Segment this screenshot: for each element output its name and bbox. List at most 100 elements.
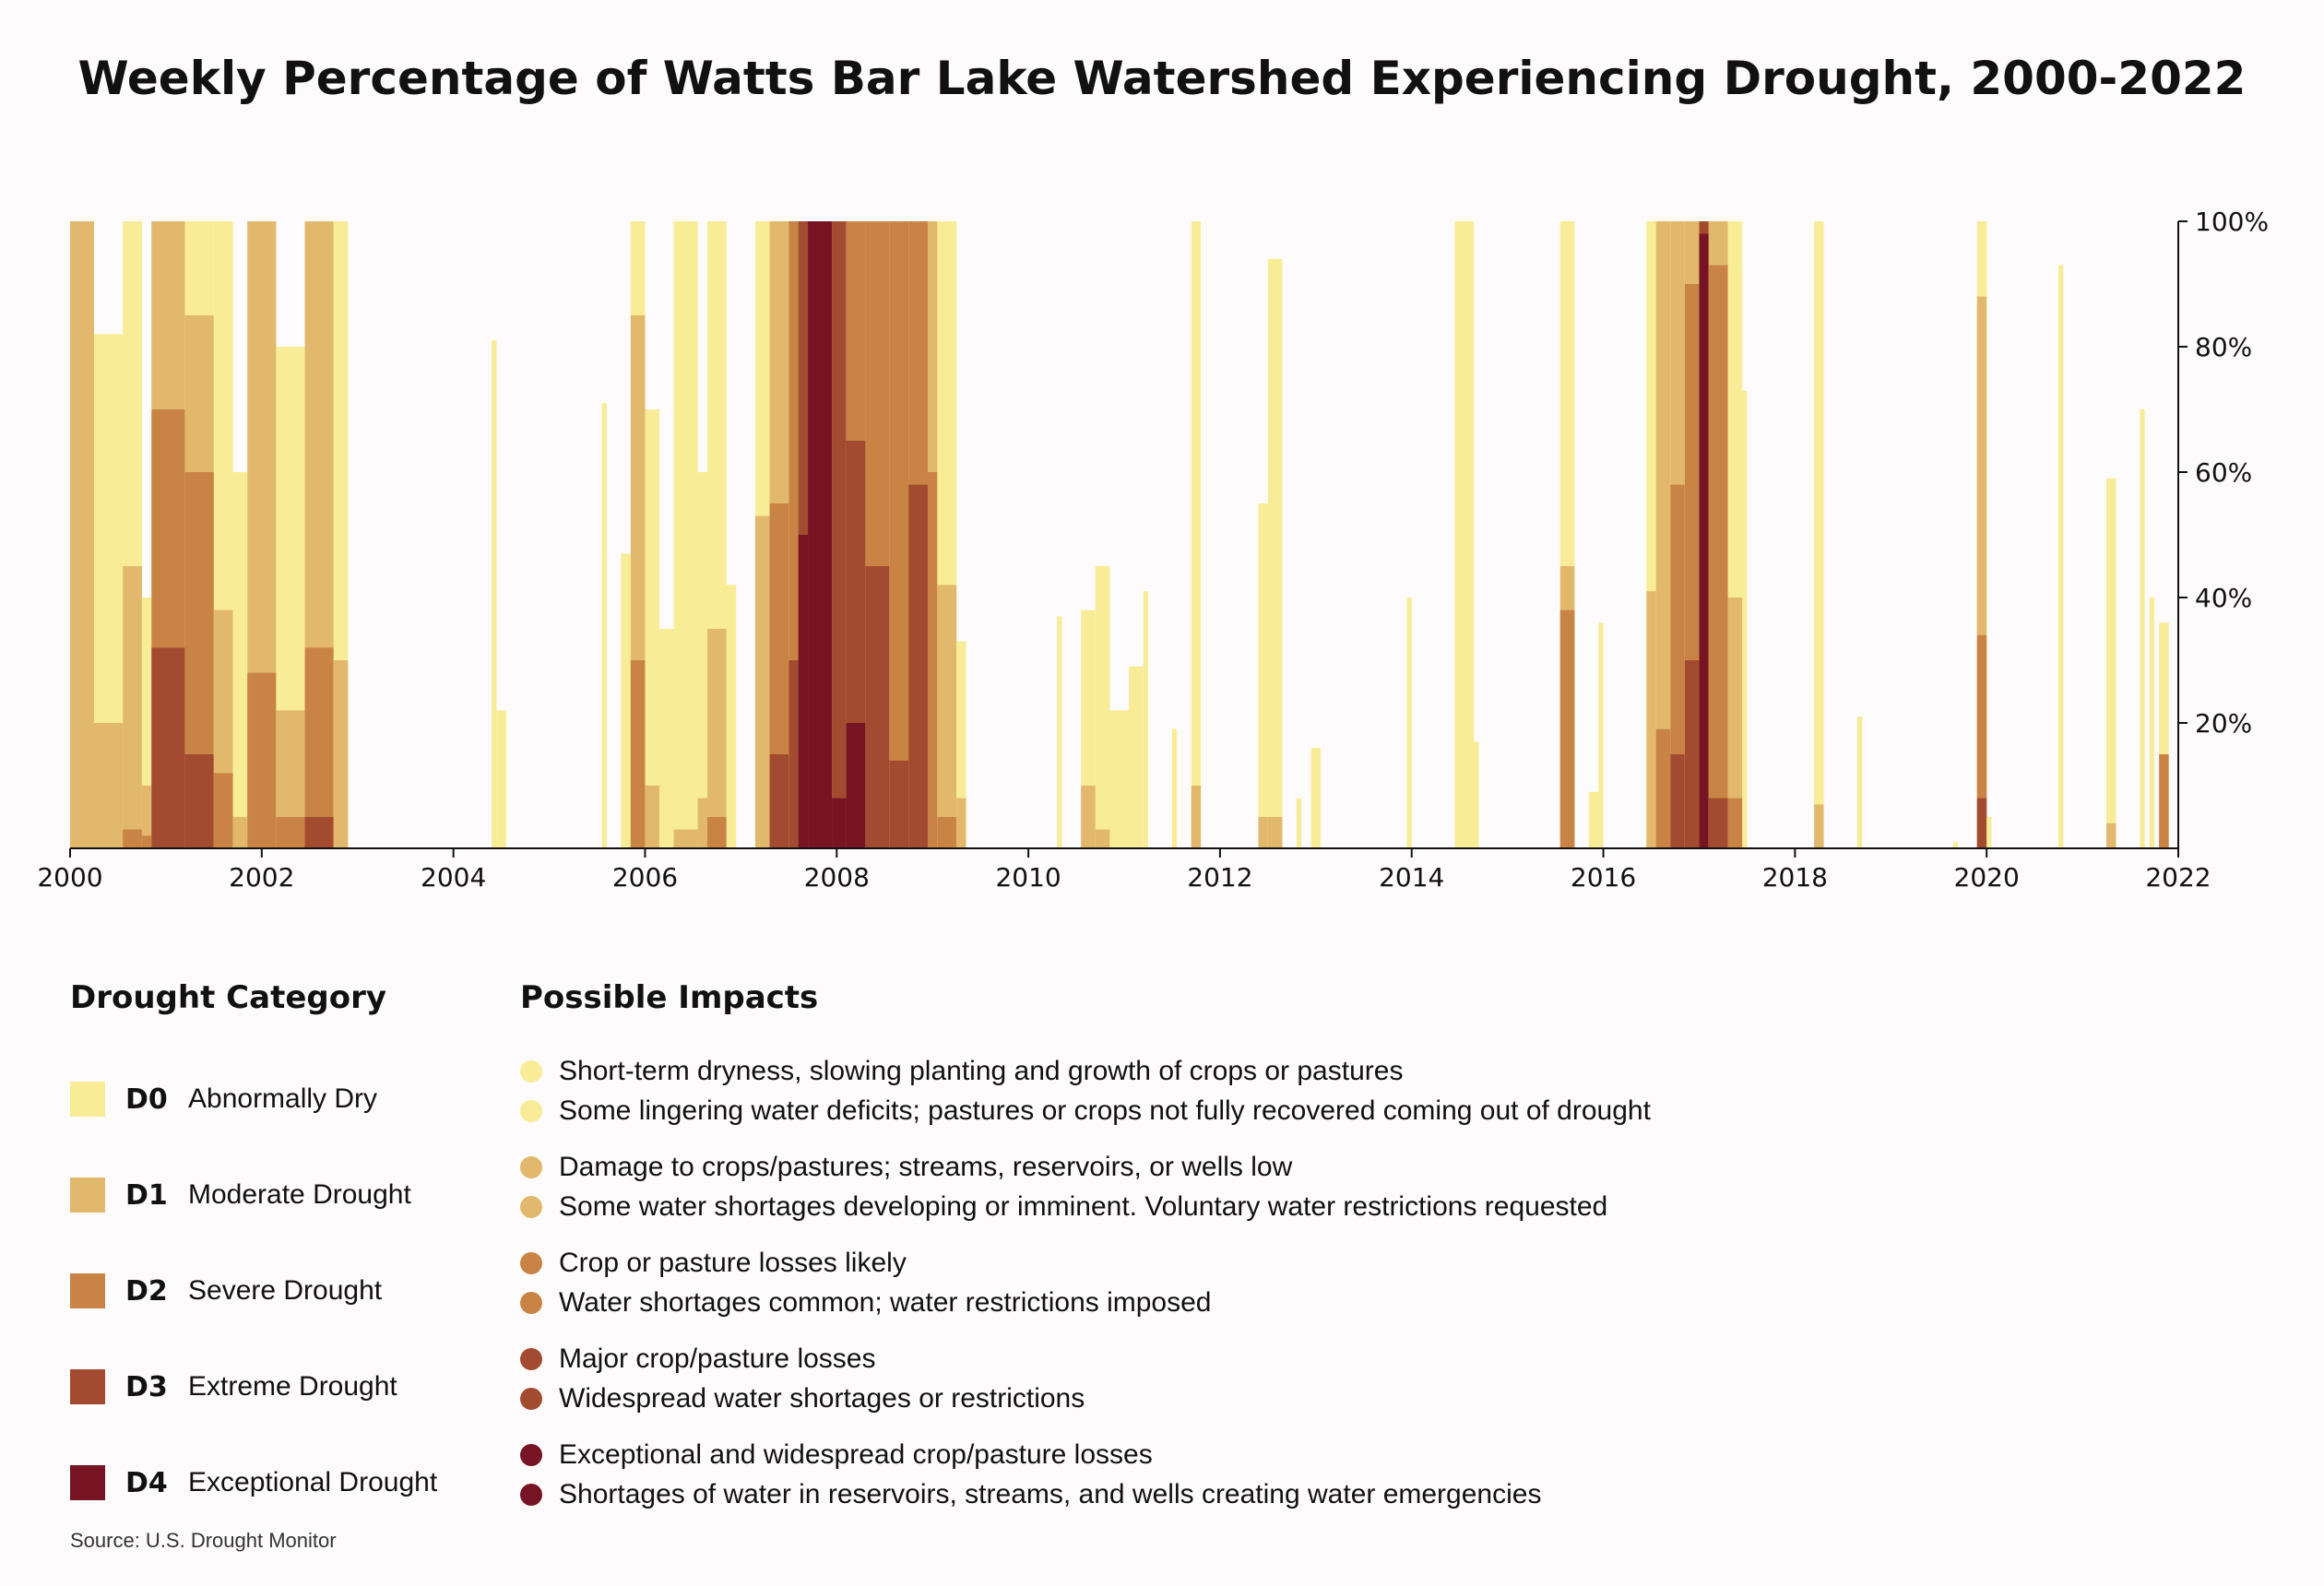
bar-d1-3	[141, 786, 152, 848]
bar-d0-47	[1310, 748, 1322, 848]
bar-d0-13	[496, 710, 506, 848]
impact-item: Exceptional and widespread crop/pasture …	[520, 1435, 1651, 1474]
bar-d2-59	[1708, 265, 1728, 849]
bar-d4-29	[846, 723, 866, 848]
chart-axes: 2000 2002 2004 2006 2008 2010 2012 2014 2016 2018…	[37, 207, 2269, 893]
bar-d1-0	[70, 221, 94, 848]
bar-d0-66	[1986, 817, 1992, 848]
x-tick-label: 2010	[995, 862, 1061, 893]
bar-d0-63	[1856, 716, 1863, 848]
impact-group-d0: Short-term dryness, slowing planting and…	[520, 1051, 1651, 1147]
bar-d2-2	[123, 829, 142, 848]
bar-d0-61	[1742, 390, 1748, 848]
bar-d1-21	[706, 629, 727, 848]
bar-d2-65	[1976, 634, 1987, 848]
impact-item: Some lingering water deficits; pastures …	[520, 1091, 1651, 1130]
bar-d1-35	[956, 798, 966, 848]
impact-item: Shortages of water in reservoirs, stream…	[520, 1474, 1651, 1514]
bar-d2-25	[788, 221, 799, 848]
impact-dot	[520, 1059, 542, 1083]
legend-swatch-d0	[70, 1082, 105, 1117]
impact-text: Major crop/pasture losses	[559, 1343, 876, 1374]
bar-d3-65	[1976, 798, 1987, 848]
bar-d0-71	[2159, 622, 2169, 848]
bar-d0-54	[1646, 221, 1656, 848]
bar-d0-17	[645, 409, 660, 848]
bar-d4-28	[832, 798, 847, 848]
bar-d1-34	[937, 585, 957, 848]
legend-code: D2	[125, 1274, 168, 1308]
bar-d1-45	[1267, 817, 1283, 848]
x-tick-label: 2004	[421, 862, 486, 893]
bar-d1-2	[123, 566, 142, 848]
bar-d2-8	[247, 672, 277, 848]
bar-d0-42	[1171, 728, 1178, 848]
legend-swatch-d3	[70, 1369, 105, 1404]
bar-d1-38	[1095, 829, 1110, 848]
impact-text: Short-term dryness, slowing planting and…	[559, 1055, 1404, 1086]
impact-text: Some lingering water deficits; pastures …	[559, 1095, 1651, 1126]
x-tick-label: 2006	[612, 862, 678, 893]
legend-swatch-d2	[70, 1273, 105, 1308]
legend-item-d4: D4 Exceptional Drought	[70, 1435, 437, 1531]
bar-d1-1	[93, 723, 124, 848]
bar-d3-24	[769, 754, 789, 848]
bar-d1-19	[673, 829, 698, 848]
bar-d2-9	[276, 817, 305, 848]
y-tick-label: 40%	[2195, 583, 2252, 613]
y-tick-label: 20%	[2195, 708, 2252, 739]
x-tick-label: 2016	[1571, 862, 1636, 893]
x-tick-label: 2018	[1762, 862, 1828, 893]
bar-d0-38	[1095, 566, 1110, 848]
bar-d3-31	[889, 760, 909, 848]
bar-d1-17	[645, 786, 660, 848]
legend-code: D0	[125, 1083, 168, 1116]
drought-category-legend: Drought Category D0 Abnormally Dry D1 Mo…	[70, 979, 437, 1531]
bar-d2-55	[1655, 728, 1671, 848]
legend-name: Abnormally Dry	[188, 1083, 378, 1114]
drought-bars	[70, 221, 2169, 849]
bar-d1-37	[1081, 786, 1096, 848]
impact-group-d2: Crop or pasture losses likely Water shor…	[520, 1243, 1651, 1339]
legend-heading: Drought Category	[70, 979, 387, 1016]
bar-d0-22	[726, 585, 737, 848]
impact-text: Shortages of water in reservoirs, stream…	[559, 1478, 1542, 1509]
bar-d0-50	[1474, 741, 1479, 848]
bar-d3-28	[832, 221, 847, 848]
bar-d0-3	[141, 598, 152, 848]
bar-d3-4	[151, 647, 185, 848]
legend-item-d2: D2 Severe Drought	[70, 1243, 437, 1339]
x-tick-label: 2000	[37, 862, 102, 893]
bar-d0-43	[1191, 221, 1202, 848]
legend-name: Moderate Drought	[188, 1179, 411, 1210]
impact-dot	[520, 1483, 542, 1506]
bar-d1-68	[2106, 823, 2116, 848]
bar-d1-62	[1814, 804, 1824, 848]
impact-text: Widespread water shortages or restrictio…	[559, 1382, 1085, 1414]
bar-d3-32	[908, 484, 928, 848]
bar-d3-30	[865, 566, 890, 848]
bar-d0-15	[621, 553, 631, 848]
impact-dot	[520, 1347, 542, 1370]
bar-d1-7	[232, 817, 248, 848]
impacts-heading: Possible Impacts	[520, 979, 819, 1016]
bar-d1-65	[1976, 296, 1987, 849]
impact-dot	[520, 1099, 542, 1122]
x-tick-label: 2002	[229, 862, 294, 893]
bar-d0-68	[2106, 478, 2116, 848]
impact-dot	[520, 1387, 542, 1410]
impact-item: Crop or pasture losses likely	[520, 1243, 1651, 1283]
bar-d0-64	[1952, 842, 1959, 848]
impact-item: Widespread water shortages or restrictio…	[520, 1379, 1651, 1418]
bar-d0-14	[601, 403, 607, 848]
legend-code: D1	[125, 1178, 168, 1212]
bar-d1-11	[333, 660, 349, 848]
legend-name: Severe Drought	[188, 1275, 383, 1306]
bar-d4-27	[808, 221, 833, 848]
bar-d3-57	[1684, 660, 1700, 848]
bar-d0-48	[1406, 598, 1412, 848]
x-tick-label: 2020	[1954, 862, 2020, 893]
legend-code: D3	[125, 1370, 168, 1403]
impact-text: Water shortages common; water restrictio…	[559, 1286, 1212, 1318]
impact-text: Some water shortages developing or immin…	[559, 1190, 1608, 1222]
